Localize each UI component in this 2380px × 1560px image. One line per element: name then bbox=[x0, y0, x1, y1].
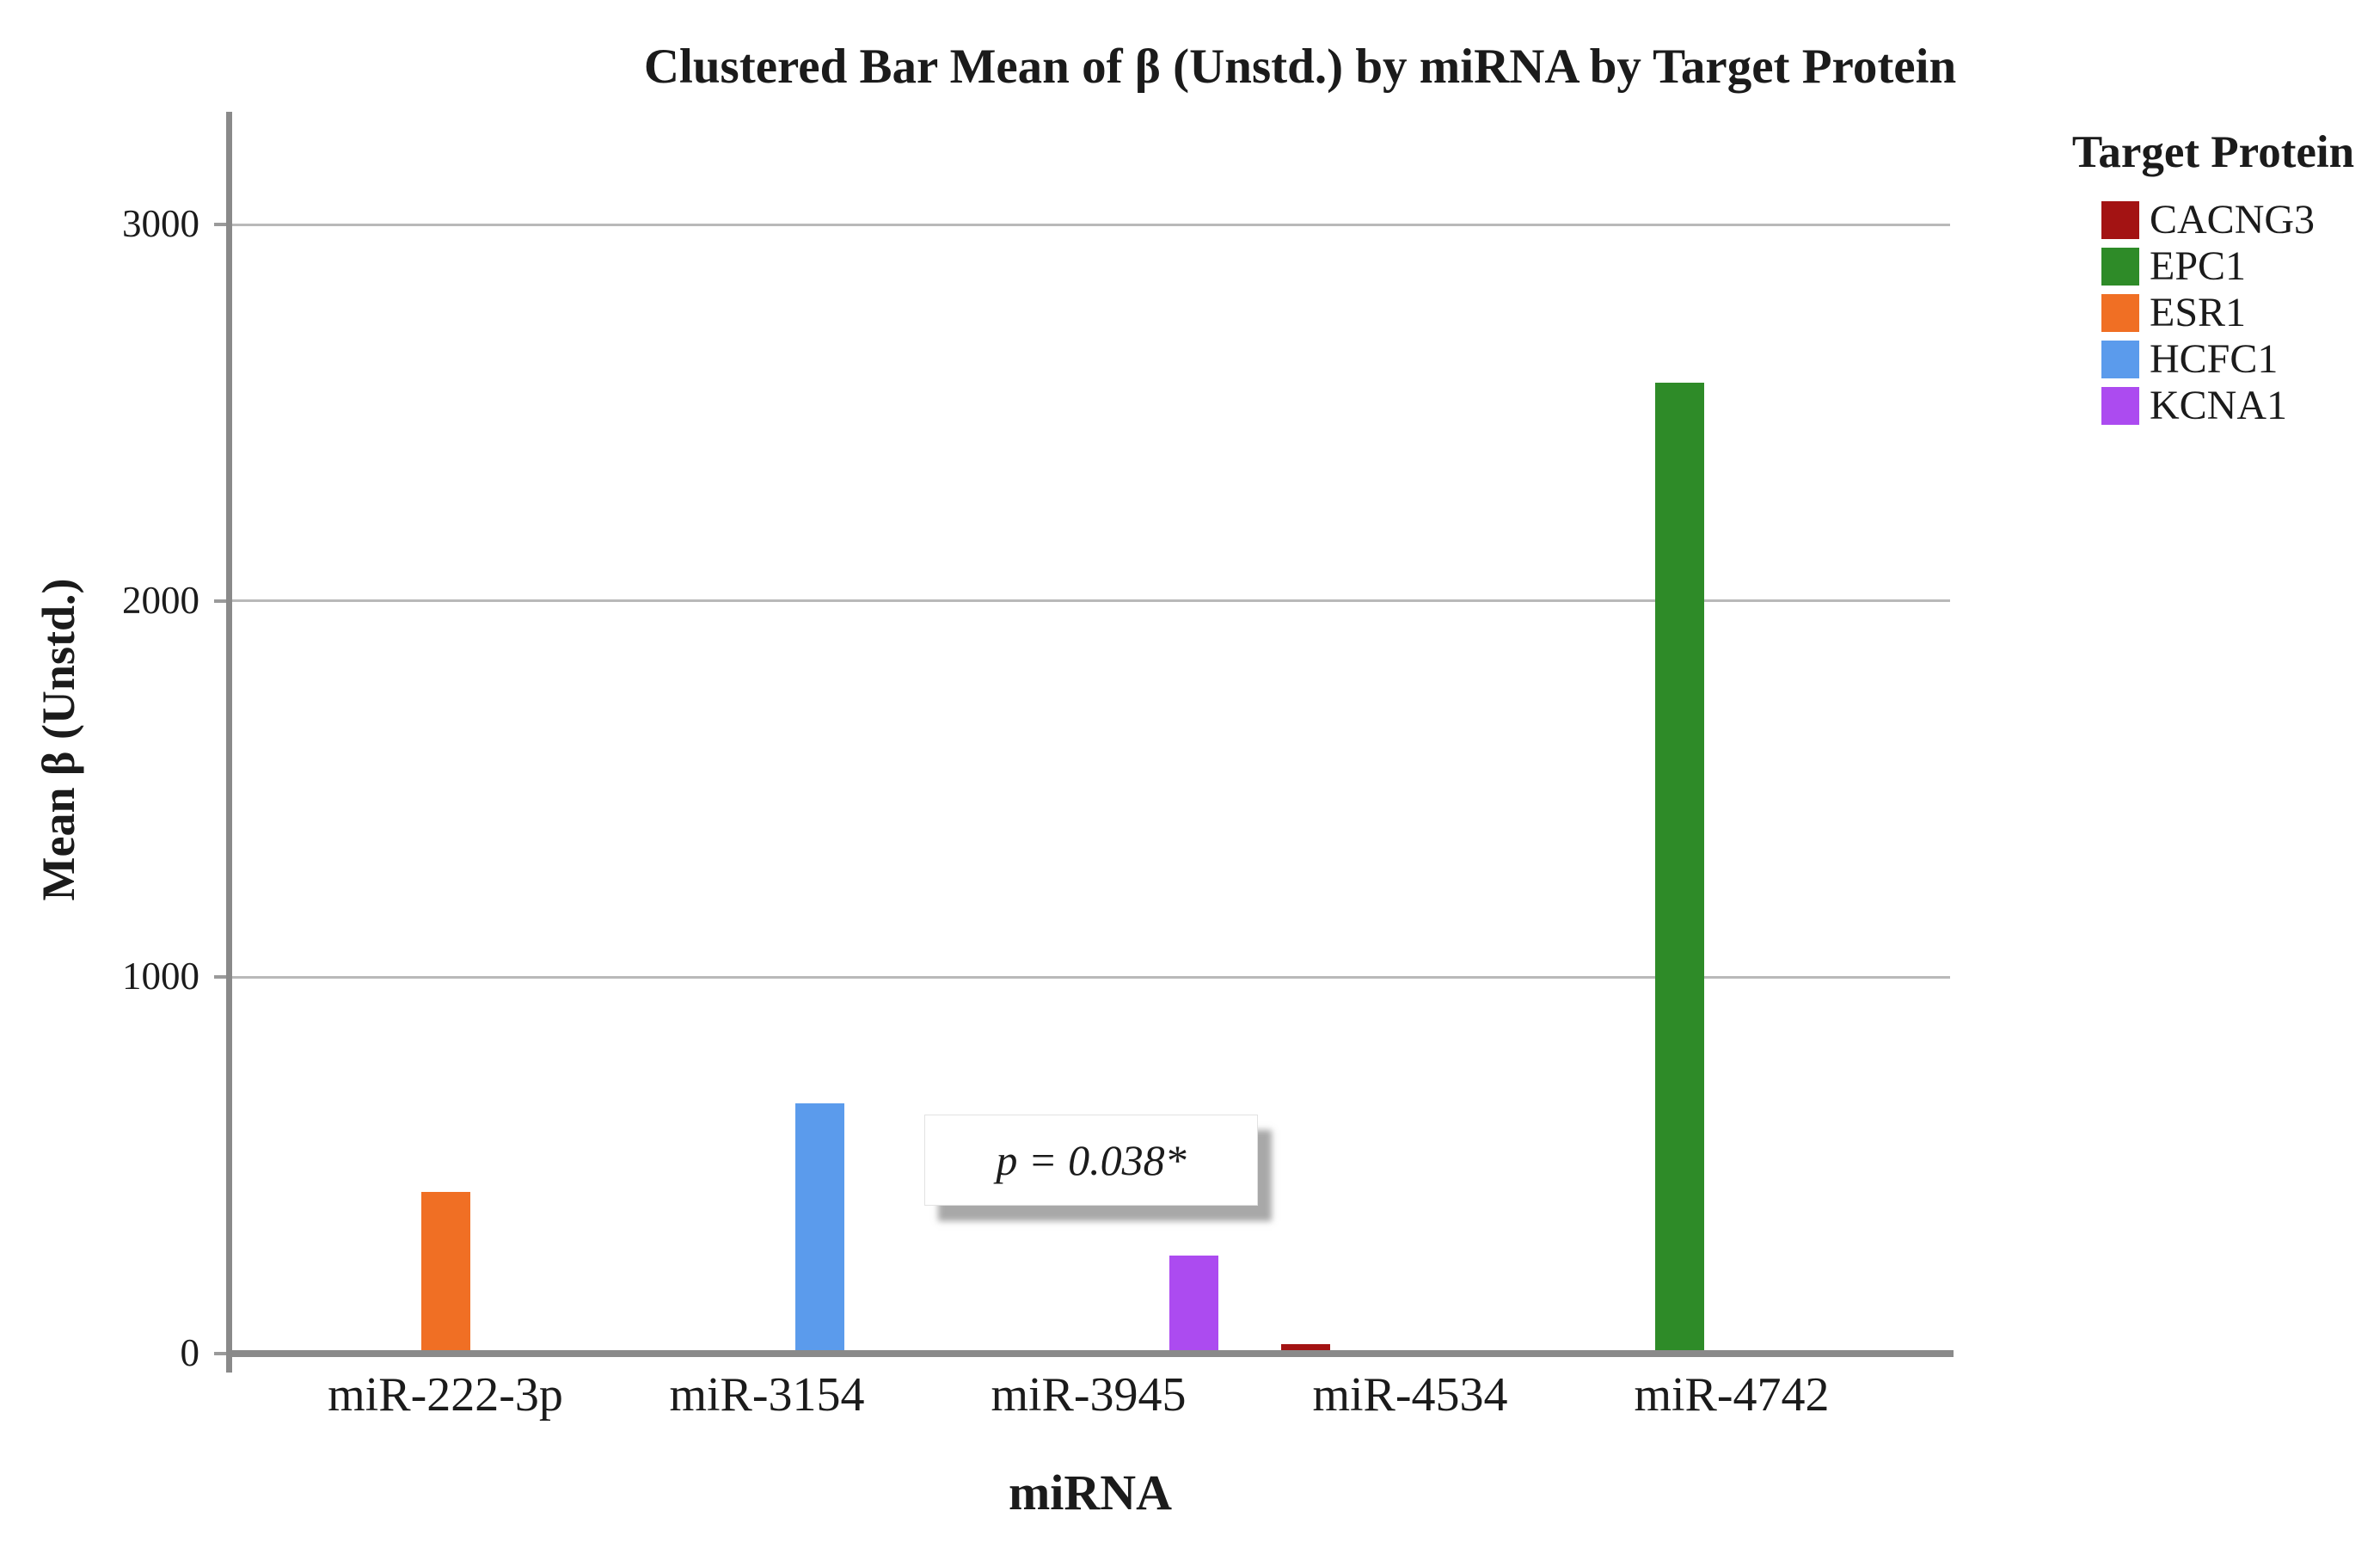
gridline-2000 bbox=[230, 599, 1950, 603]
legend-entry-HCFC1: HCFC1 bbox=[2101, 336, 2380, 382]
legend-label-HCFC1: HCFC1 bbox=[2150, 336, 2279, 382]
gridline-3000 bbox=[230, 223, 1950, 226]
p-value-annotation-text: p = 0.038* bbox=[996, 1136, 1187, 1184]
legend-entry-CACNG3: CACNG3 bbox=[2101, 197, 2380, 243]
legend-swatch-CACNG3 bbox=[2101, 201, 2139, 239]
y-tick-label-2000: 2000 bbox=[122, 578, 199, 622]
legend-entry-EPC1: EPC1 bbox=[2101, 243, 2380, 289]
x-tick-label-miR-222-3p: miR-222-3p bbox=[328, 1368, 563, 1422]
x-axis-line bbox=[226, 1350, 1954, 1357]
y-tick-label-3000: 3000 bbox=[122, 202, 199, 246]
legend-entry-ESR1: ESR1 bbox=[2101, 290, 2380, 335]
chart-title: Clustered Bar Mean of β (Unstd.) by miRN… bbox=[643, 40, 1957, 94]
legend-swatch-HCFC1 bbox=[2101, 341, 2139, 378]
p-value-annotation-box: p = 0.038* bbox=[924, 1115, 1258, 1206]
legend: Target Protein CACNG3 EPC1 ESR1 HCFC1 KCNA1 bbox=[2046, 126, 2380, 433]
legend-label-EPC1: EPC1 bbox=[2150, 243, 2247, 289]
x-axis-title: miRNA bbox=[1008, 1465, 1173, 1520]
y-axis-tick-1000 bbox=[214, 975, 226, 980]
y-tick-label-1000: 1000 bbox=[122, 955, 199, 998]
x-tick-label-miR-4742: miR-4742 bbox=[1634, 1368, 1830, 1422]
legend-entry-KCNA1: KCNA1 bbox=[2101, 383, 2380, 428]
legend-label-ESR1: ESR1 bbox=[2150, 290, 2247, 335]
legend-entries: CACNG3 EPC1 ESR1 HCFC1 KCNA1 bbox=[2046, 197, 2380, 428]
legend-swatch-KCNA1 bbox=[2101, 387, 2139, 425]
y-axis-line bbox=[226, 112, 232, 1373]
y-axis-title-text: Mean β (Unstd.) bbox=[33, 578, 84, 901]
bar-miR-4742-EPC1 bbox=[1655, 383, 1704, 1354]
gridline-1000 bbox=[230, 975, 1950, 979]
legend-swatch-ESR1 bbox=[2101, 294, 2139, 332]
legend-label-KCNA1: KCNA1 bbox=[2150, 383, 2288, 428]
legend-swatch-EPC1 bbox=[2101, 248, 2139, 286]
x-tick-label-miR-4534: miR-4534 bbox=[1312, 1368, 1508, 1422]
bar-miR-4534-CACNG3 bbox=[1281, 1344, 1330, 1354]
legend-label-CACNG3: CACNG3 bbox=[2150, 197, 2316, 243]
bar-miR-222-3p-ESR1 bbox=[421, 1192, 470, 1354]
legend-title: Target Protein bbox=[2071, 127, 2355, 177]
y-axis-tick-3000 bbox=[214, 223, 226, 227]
plot-area: 0 1000 2000 3000 miR-222-3p miR-3154 miR-3945… bbox=[122, 112, 1954, 1421]
y-axis-tick-2000 bbox=[214, 599, 226, 603]
bar-miR-3154-HCFC1 bbox=[795, 1103, 844, 1354]
y-axis-tick-0 bbox=[214, 1352, 226, 1355]
bar-miR-3945-KCNA1 bbox=[1169, 1256, 1218, 1354]
x-tick-label-miR-3154: miR-3154 bbox=[669, 1368, 865, 1422]
x-tick-label-miR-3945: miR-3945 bbox=[991, 1368, 1187, 1422]
y-tick-label-0: 0 bbox=[180, 1331, 200, 1374]
